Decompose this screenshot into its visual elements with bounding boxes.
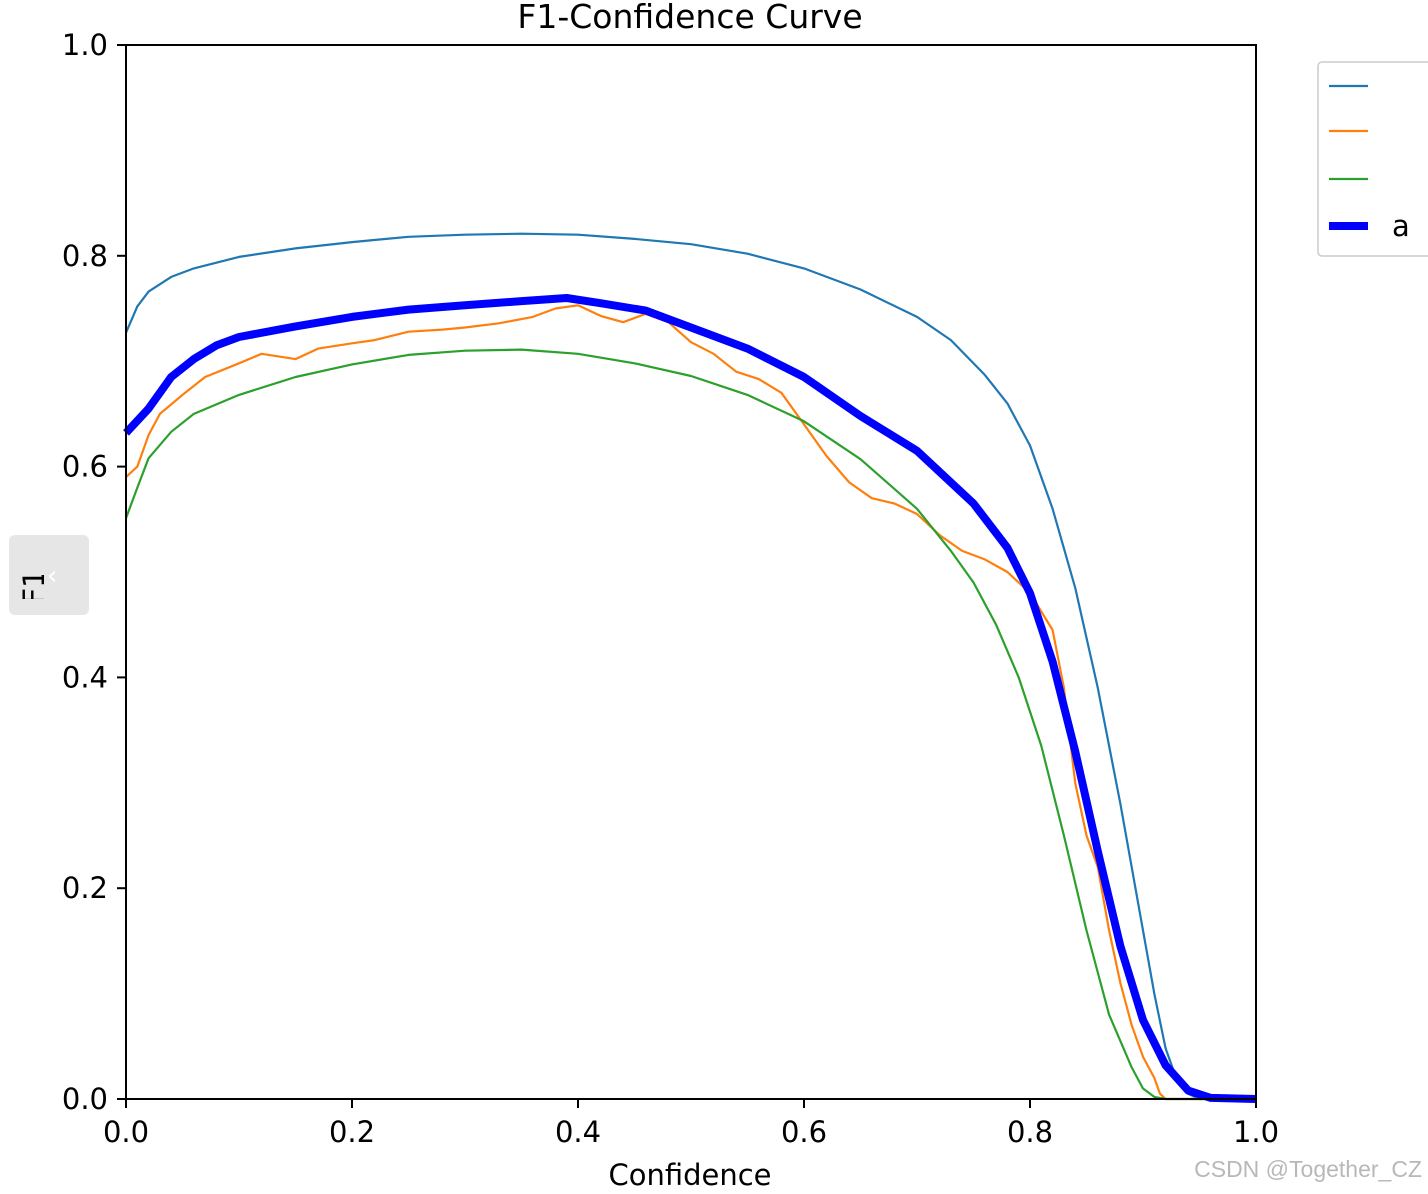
x-tick-label: 0.2 xyxy=(329,1115,375,1149)
watermark: CSDN @Together_CZ xyxy=(1194,1156,1422,1182)
y-axis-ticks: 0.0 0.2 0.4 0.6 0.8 1.0 xyxy=(62,28,126,1116)
legend: a xyxy=(1317,61,1428,257)
x-axis-label: Confidence xyxy=(608,1158,771,1192)
y-tick-label: 0.0 xyxy=(62,1082,108,1116)
legend-label: a xyxy=(1392,209,1410,243)
x-tick-label: 0.0 xyxy=(103,1115,149,1149)
y-axis-label: F1 xyxy=(17,575,44,599)
y-axis-label-wrapper: F1 xyxy=(17,575,44,599)
x-tick-label: 0.6 xyxy=(781,1115,827,1149)
y-tick-label: 0.6 xyxy=(62,450,108,484)
collapse-panel-button[interactable]: ‹ xyxy=(9,535,89,615)
series-line-2 xyxy=(124,348,1256,1101)
plot-lines xyxy=(123,232,1257,1103)
x-tick-label: 0.4 xyxy=(555,1115,601,1149)
chart-title: F1-Confidence Curve xyxy=(517,0,862,36)
y-tick-label: 0.8 xyxy=(62,239,108,273)
y-tick-label: 1.0 xyxy=(62,28,108,62)
series-line-3 xyxy=(123,294,1257,1103)
x-tick-label: 1.0 xyxy=(1233,1115,1279,1149)
x-tick-label: 0.8 xyxy=(1007,1115,1053,1149)
series-line-0 xyxy=(124,232,1256,1101)
plot-frame xyxy=(125,44,1257,1100)
legend-frame xyxy=(1317,61,1428,257)
y-tick-label: 0.4 xyxy=(62,660,108,694)
chevron-left-icon: ‹ xyxy=(47,561,58,591)
x-axis-ticks: 0.0 0.2 0.4 0.6 0.8 1.0 xyxy=(103,1099,1279,1149)
legend-entries: a xyxy=(1329,84,1410,243)
series-line-1 xyxy=(125,304,1256,1101)
y-tick-label: 0.2 xyxy=(62,871,108,905)
